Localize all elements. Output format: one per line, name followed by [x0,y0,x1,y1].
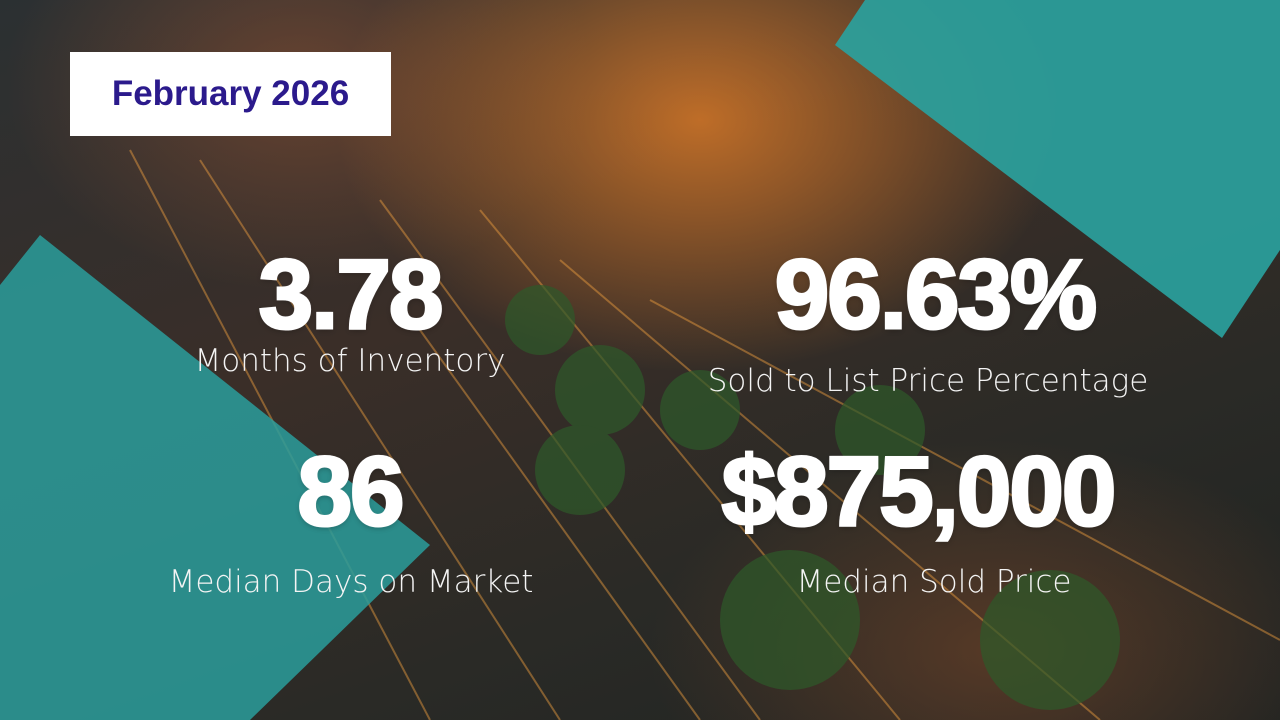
stat-value: 86 [296,436,406,546]
stat-label: Median Sold Price [796,564,1072,600]
date-box: February 2026 [70,52,391,136]
stat-value: $875,000 [720,436,1118,546]
stat-label: Median Days on Market [168,564,534,600]
stat-value: 3.78 [257,239,445,349]
stat-label: Months of Inventory [194,343,506,379]
stat-value: 96.63% [773,239,1098,349]
date: February 2026 [111,74,350,113]
stat-label: Sold to List Price Percentage [707,363,1149,399]
